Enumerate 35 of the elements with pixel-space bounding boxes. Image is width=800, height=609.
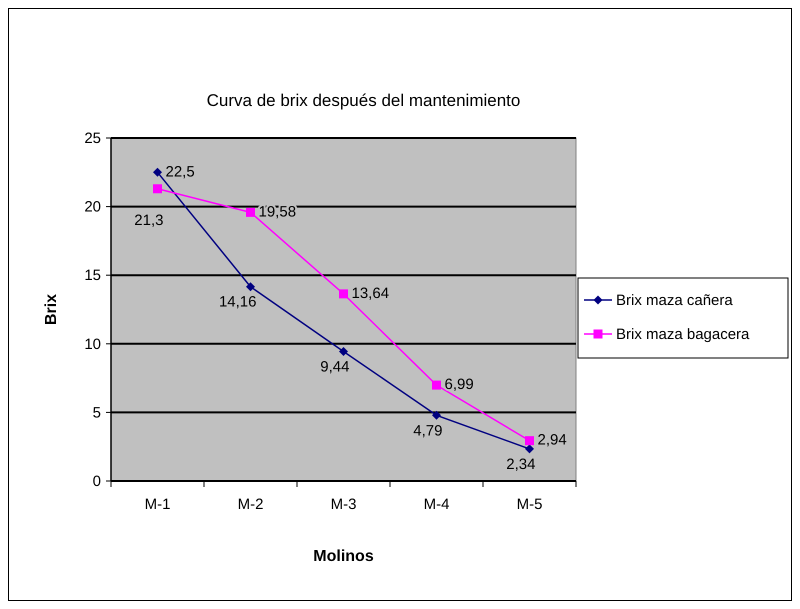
point <box>153 168 162 177</box>
data-label: 2,34 <box>506 456 536 473</box>
x-tick-label: M-4 <box>424 496 450 513</box>
point <box>246 282 255 292</box>
data-label: 4,79 <box>413 422 442 440</box>
x-tick-label: M-1 <box>144 496 170 513</box>
x-tick-label: M-2 <box>238 496 264 513</box>
data-label: 14,16 <box>218 294 256 311</box>
chart-title: Curva de brix después del mantenimiento <box>206 91 520 110</box>
data-label: 6,99 <box>444 376 474 394</box>
x-tick-label: M-3 <box>330 496 356 513</box>
y-tick-label: 5 <box>92 404 101 422</box>
data-label: 2,94 <box>538 432 567 449</box>
point <box>525 436 534 446</box>
y-axis-title: Brix <box>43 294 60 326</box>
y-tick-label: 10 <box>84 336 101 353</box>
point <box>432 380 441 390</box>
y-tick-label: 0 <box>92 473 101 490</box>
point <box>153 184 162 194</box>
point <box>432 410 441 420</box>
point <box>246 208 255 217</box>
data-label: 13,64 <box>352 284 390 302</box>
point <box>339 346 348 356</box>
x-tick-label: M-5 <box>516 496 542 513</box>
y-tick-label: 15 <box>84 267 101 284</box>
data-label: 9,44 <box>320 358 350 376</box>
data-label: 21,3 <box>134 212 164 229</box>
data-label: 22,5 <box>166 163 195 180</box>
point <box>339 289 348 298</box>
legend-label: Brix maza cañera <box>616 292 734 309</box>
y-tick-label: 25 <box>84 130 101 147</box>
x-axis-title: Molinos <box>313 548 374 565</box>
y-tick-label: 20 <box>84 198 101 216</box>
point <box>525 444 534 454</box>
legend-label: Brix maza bagacera <box>616 326 750 343</box>
